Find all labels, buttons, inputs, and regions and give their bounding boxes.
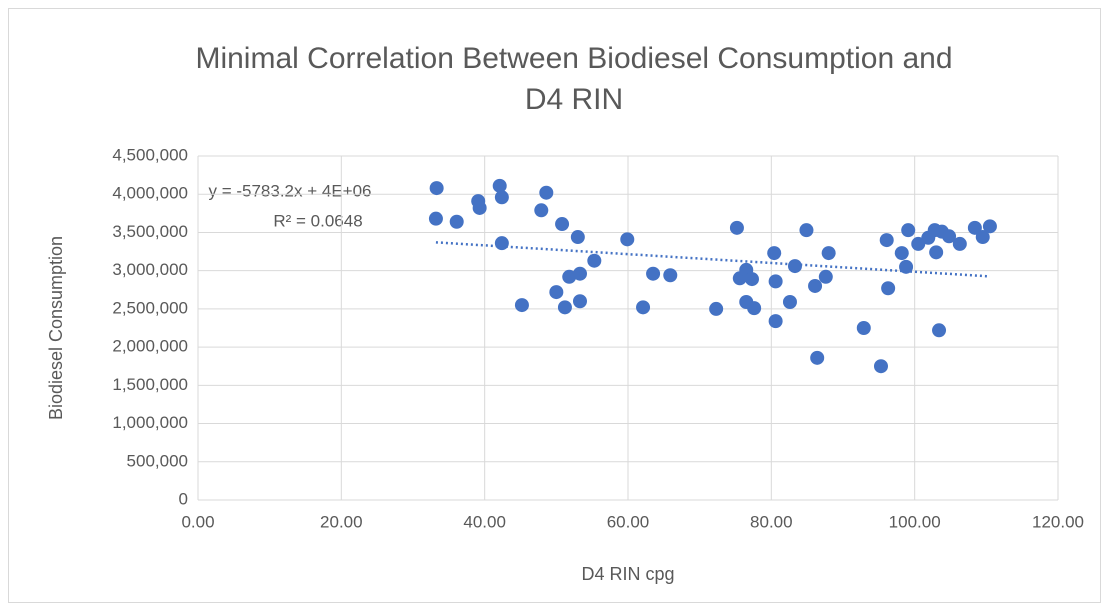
point — [767, 246, 782, 261]
point — [952, 236, 967, 251]
r-squared: R² = 0.0648 — [273, 211, 362, 230]
x-tick-label: 80.00 — [750, 512, 793, 531]
point — [587, 253, 602, 268]
x-tick-label: 20.00 — [320, 512, 363, 531]
y-tick-label: 1,500,000 — [112, 375, 188, 394]
point — [549, 285, 564, 300]
point — [514, 298, 529, 313]
point — [646, 266, 661, 281]
point — [808, 278, 823, 293]
point — [570, 230, 585, 245]
x-axis-label: D4 RIN cpg — [581, 564, 674, 584]
y-tick-label: 3,000,000 — [112, 260, 188, 279]
point — [539, 185, 554, 200]
x-tick-label: 100.00 — [889, 512, 941, 531]
x-tick-label: 60.00 — [607, 512, 650, 531]
y-tick-label: 500,000 — [127, 451, 188, 470]
point — [494, 236, 509, 251]
point — [663, 268, 678, 283]
x-tick-label: 120.00 — [1032, 512, 1084, 531]
point — [747, 301, 762, 316]
y-tick-label: 4,500,000 — [112, 145, 188, 164]
x-tick-label: 40.00 — [463, 512, 506, 531]
point — [428, 211, 443, 226]
point — [894, 246, 909, 261]
y-tick-label: 2,000,000 — [112, 337, 188, 356]
chart-border — [8, 8, 1101, 603]
point — [942, 229, 957, 244]
point — [472, 200, 487, 215]
point — [881, 281, 896, 296]
point — [782, 295, 797, 310]
point — [449, 214, 464, 229]
point — [821, 246, 836, 261]
y-tick-label: 2,500,000 — [112, 298, 188, 317]
point — [572, 266, 587, 281]
point — [555, 217, 570, 232]
y-tick-label: 0 — [179, 489, 188, 508]
point — [982, 219, 997, 234]
point — [901, 223, 916, 238]
point — [787, 259, 802, 274]
point — [929, 245, 944, 260]
point — [932, 323, 947, 338]
point — [879, 233, 894, 248]
point — [492, 178, 507, 193]
point — [562, 269, 577, 284]
point — [620, 232, 635, 247]
point — [899, 259, 914, 274]
chart-title: Minimal Correlation Between Biodiesel Co… — [195, 42, 952, 75]
point — [856, 321, 871, 335]
point — [768, 314, 783, 329]
y-tick-label: 3,500,000 — [112, 222, 188, 241]
point — [494, 190, 509, 205]
point — [818, 269, 833, 284]
trend-equation: y = -5783.2x + 4E+06 — [208, 181, 371, 200]
point — [967, 220, 982, 235]
point — [799, 223, 814, 238]
point — [768, 274, 783, 289]
y-tick-label: 1,000,000 — [112, 413, 188, 432]
point — [572, 294, 587, 309]
chart-title: D4 RIN — [525, 83, 623, 116]
y-axis-label: Biodiesel Consumption — [46, 236, 66, 420]
point — [975, 230, 990, 245]
point — [429, 181, 444, 196]
y-tick-label: 4,000,000 — [112, 184, 188, 203]
point — [744, 272, 759, 287]
x-tick-label: 0.00 — [181, 512, 214, 531]
point — [709, 301, 724, 316]
point — [873, 359, 888, 374]
point — [636, 300, 651, 315]
point — [810, 350, 825, 365]
point — [911, 236, 926, 251]
point — [557, 300, 572, 315]
point — [729, 220, 744, 235]
point — [534, 203, 549, 218]
